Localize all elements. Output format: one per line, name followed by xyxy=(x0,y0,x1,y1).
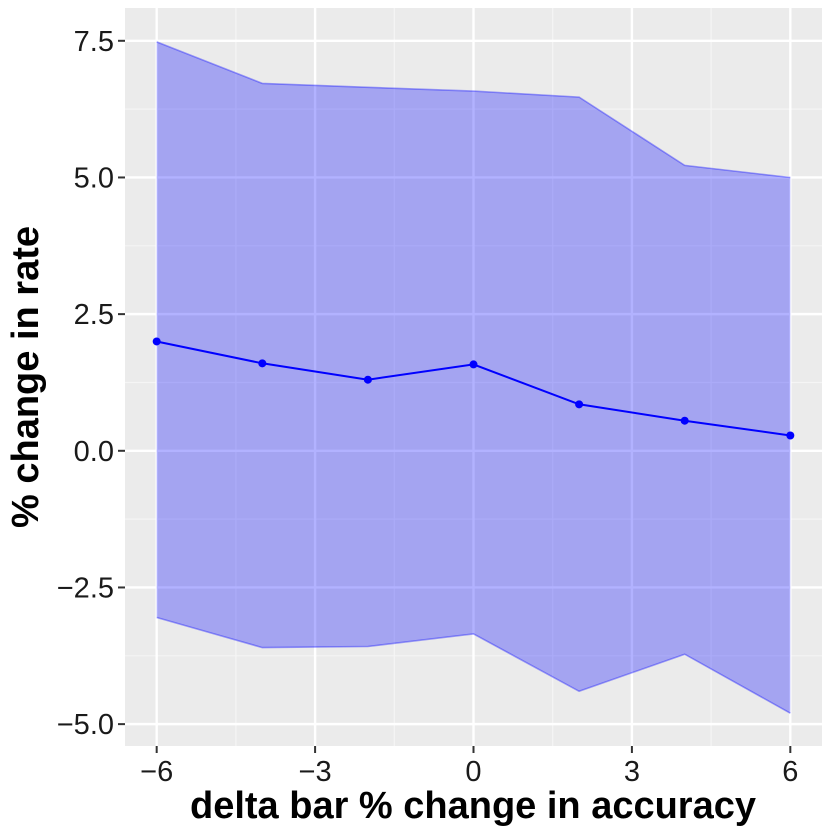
y-tick-label: 0.0 xyxy=(74,436,114,468)
data-points xyxy=(152,337,795,440)
x-tick-label: 3 xyxy=(624,756,640,788)
y-tick-label: 7.5 xyxy=(74,26,114,58)
data-point xyxy=(680,416,689,425)
data-point xyxy=(258,359,267,368)
y-axis-title: % change in rate xyxy=(5,226,47,528)
x-tick-label: 6 xyxy=(782,756,798,788)
y-tick-label: −5.0 xyxy=(57,709,114,741)
ribbon-upper-edge xyxy=(156,41,791,179)
grid-major xyxy=(125,8,822,746)
ribbon-lower-edge xyxy=(156,616,791,714)
data-point xyxy=(363,375,372,384)
data-point xyxy=(786,431,795,440)
x-axis-ticks: −6 −3 0 3 6 xyxy=(140,746,798,788)
y-axis-ticks: −5.0 −2.5 0.0 2.5 5.0 7.5 xyxy=(57,26,125,741)
data-point xyxy=(575,400,584,409)
y-tick-label: 5.0 xyxy=(74,162,114,194)
x-tick-label: −3 xyxy=(299,756,332,788)
y-tick-label: 2.5 xyxy=(74,299,114,331)
data-point xyxy=(469,360,478,369)
x-tick-label: 0 xyxy=(465,756,481,788)
y-tick-label: −2.5 xyxy=(57,572,114,604)
confidence-ribbon xyxy=(156,41,791,714)
x-tick-label: −6 xyxy=(140,756,173,788)
x-axis-title: delta bar % change in accuracy xyxy=(190,785,756,827)
data-point xyxy=(152,337,161,346)
